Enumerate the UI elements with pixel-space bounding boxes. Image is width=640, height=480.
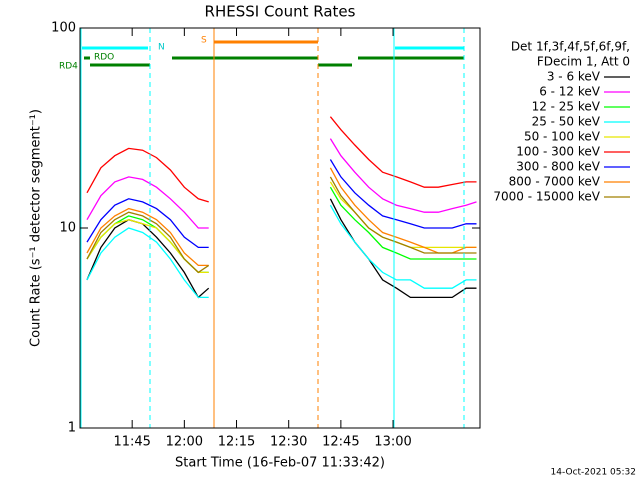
series-line [86, 116, 477, 203]
footer: 14-Oct-2021 05:32 [551, 468, 636, 478]
x-tick-label: 12:00 [166, 435, 203, 450]
x-tick-label: 12:15 [218, 435, 255, 450]
annotation: RD4 [59, 62, 78, 72]
annotation: N [158, 43, 165, 53]
legend-label: 7000 - 15000 keV [493, 190, 600, 204]
legend-header: Det 1f,3f,4f,5f,6f,9f, [511, 40, 630, 54]
y-tick-label: 100 [51, 21, 76, 36]
series-line [86, 159, 477, 249]
legend-label: 800 - 7000 keV [509, 175, 601, 189]
x-tick-label: 12:45 [322, 435, 359, 450]
legend-label: 6 - 12 keV [539, 85, 601, 99]
series-line [86, 167, 477, 267]
annotation: RDO [94, 53, 114, 63]
x-axis-label: Start Time (16-Feb-07 11:33:42) [175, 456, 385, 471]
legend-header: FDecim 1, Att 0 [537, 55, 630, 69]
x-tick-label: 11:45 [113, 435, 150, 450]
legend-label: 3 - 6 keV [547, 70, 601, 84]
legend-label: 12 - 25 keV [532, 100, 601, 114]
y-tick-label: 10 [59, 221, 76, 236]
y-tick-label: 1 [68, 421, 76, 436]
state-bars [82, 40, 464, 67]
annotation: S [201, 36, 207, 46]
legend-label: 25 - 50 keV [532, 115, 601, 129]
x-tick-label: 12:30 [270, 435, 307, 450]
legend-label: 50 - 100 keV [524, 130, 601, 144]
legend-label: 100 - 300 keV [516, 145, 600, 159]
y-axis-label: Count Rate (s⁻¹ detector segment⁻¹) [29, 109, 44, 347]
chart-title: RHESSI Count Rates [205, 3, 356, 21]
legend-label: 300 - 800 keV [516, 160, 600, 174]
x-tick-label: 13:00 [374, 435, 411, 450]
